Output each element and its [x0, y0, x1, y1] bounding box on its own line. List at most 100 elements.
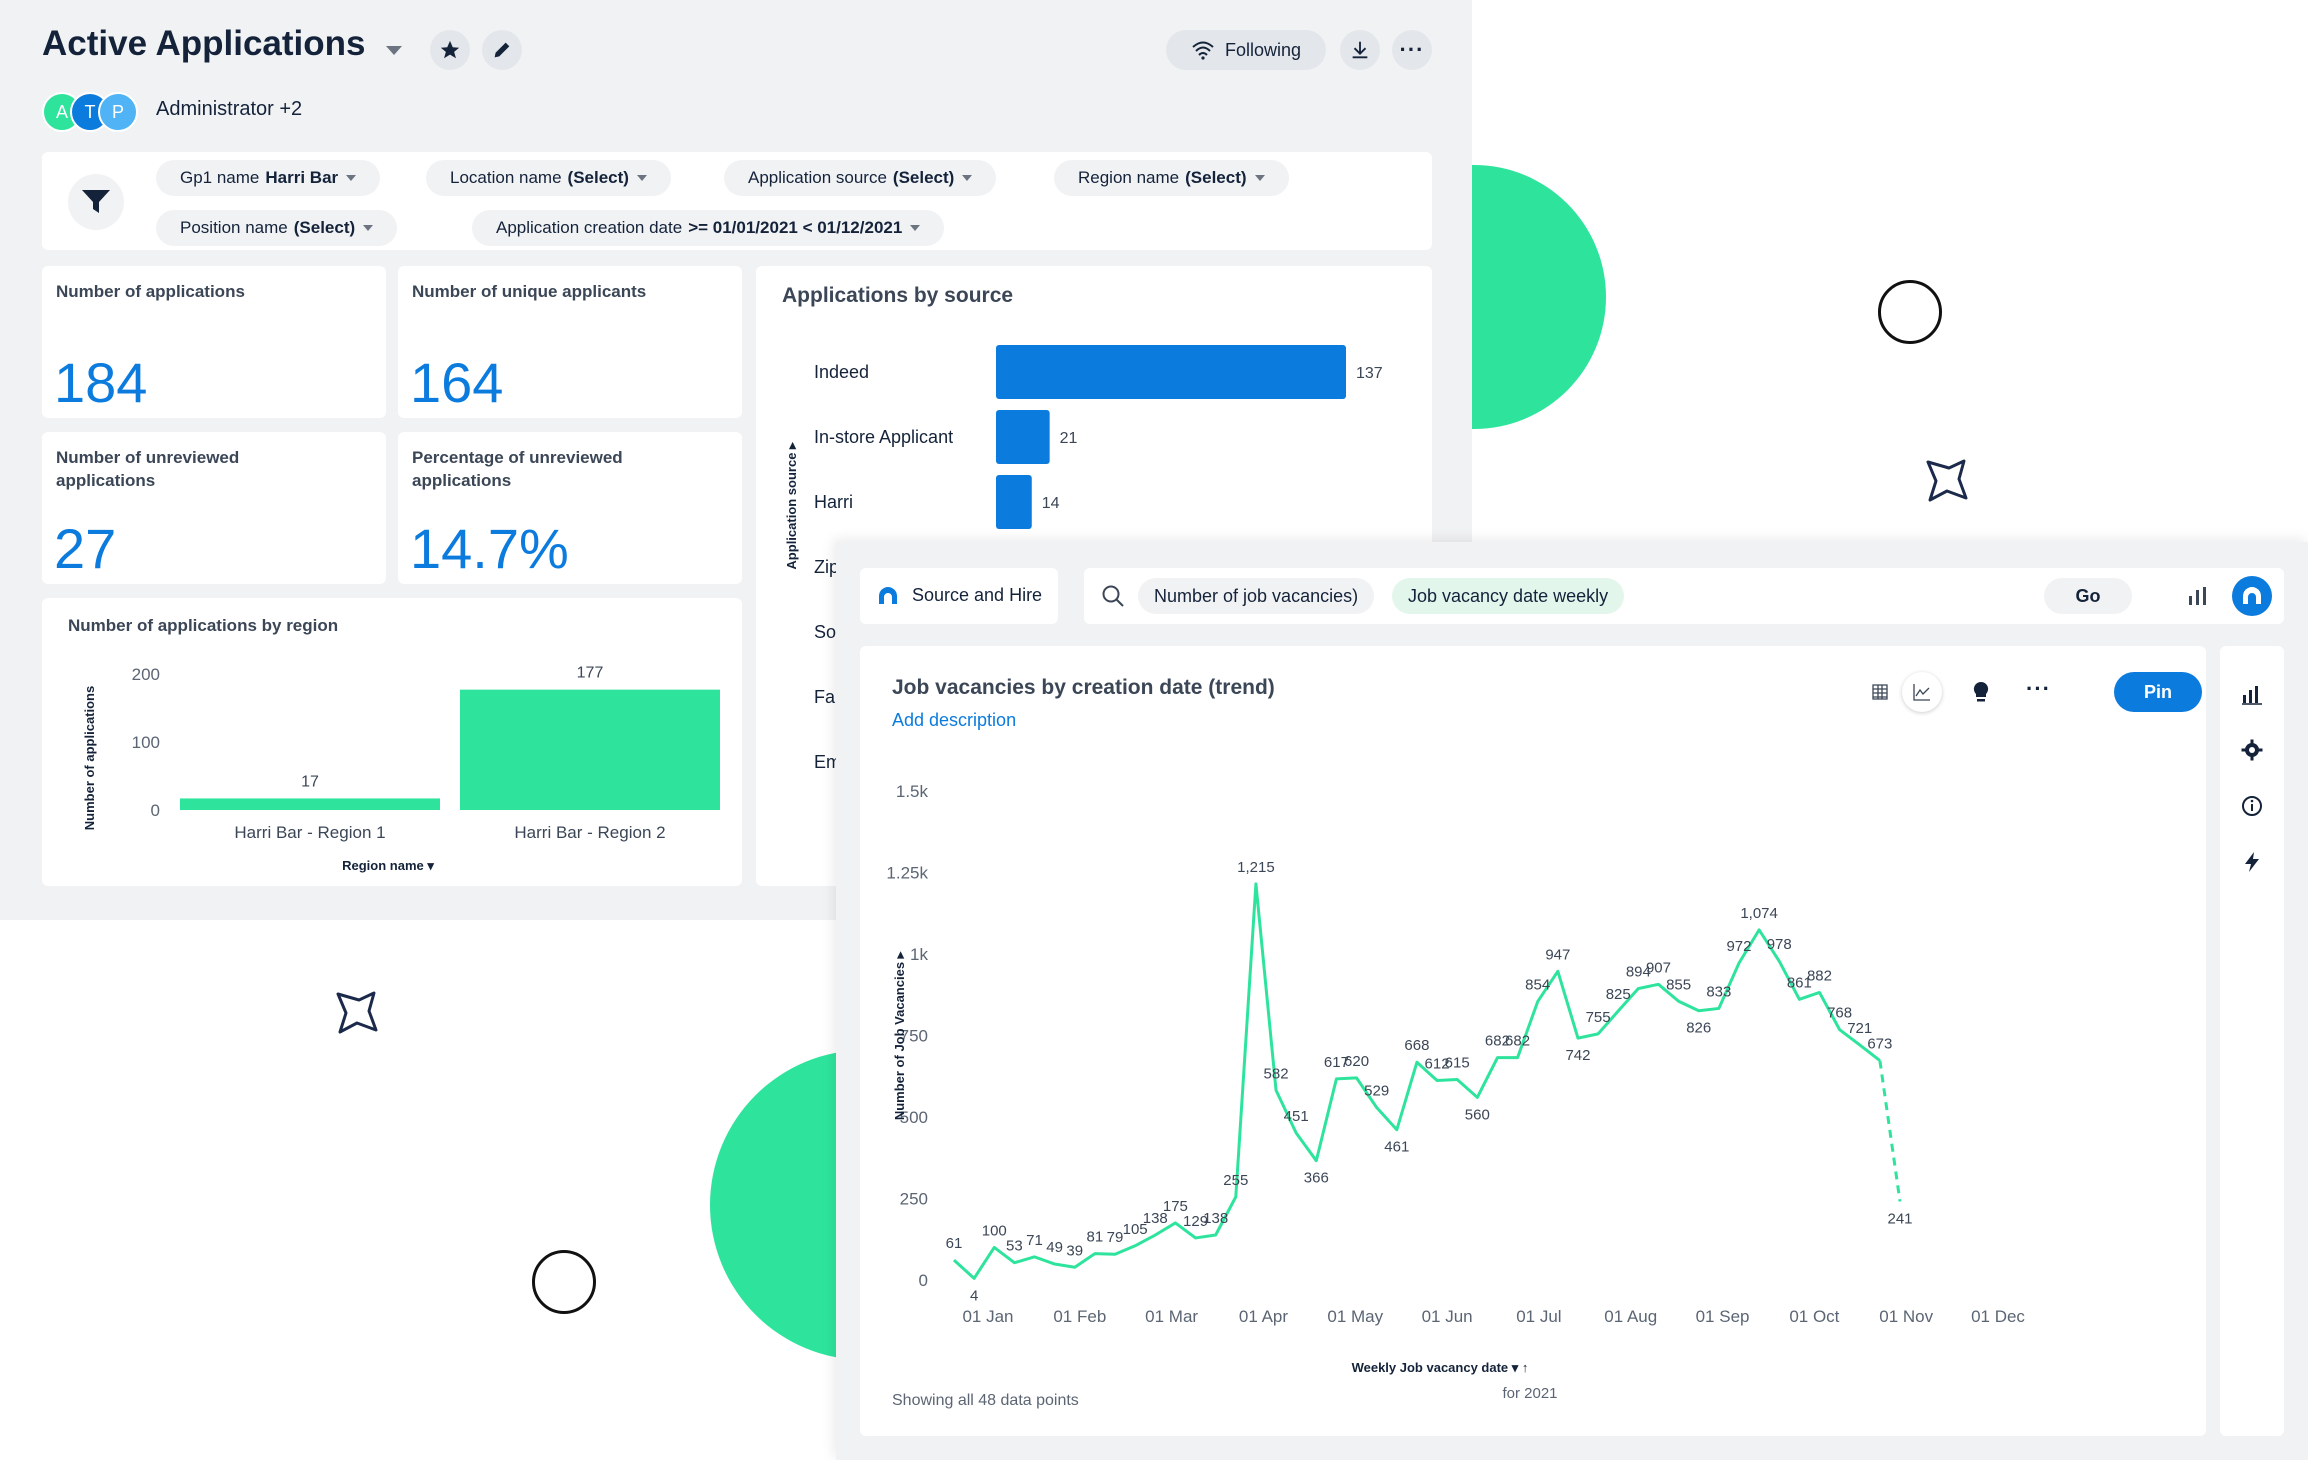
kpi-percentage-of-unreviewed-applications[interactable]: Percentage of unreviewed applications 14… [398, 432, 742, 584]
data-label: 861 [1787, 974, 1812, 991]
search-mode-button[interactable] [2232, 576, 2272, 616]
data-label: 620 [1344, 1053, 1369, 1070]
bar[interactable] [996, 410, 1050, 464]
kpi-number-of-unreviewed-applications[interactable]: Number of unreviewed applications 27 [42, 432, 386, 584]
filter-chip-gp1-name[interactable]: Gp1 name Harri Bar [156, 160, 381, 196]
view-mode-switcher [2166, 568, 2284, 624]
data-label: 175 [1163, 1198, 1188, 1215]
data-points-footer: Showing all 48 data points [892, 1392, 1079, 1409]
y-axis-label[interactable]: Number of Job Vacancies ▸ [892, 950, 907, 1120]
category-label: In-store Applicant [814, 427, 953, 447]
lightning-icon[interactable] [2240, 850, 2264, 874]
go-button[interactable]: Go [2044, 578, 2132, 614]
data-label: 582 [1264, 1065, 1289, 1082]
data-label: 682 [1485, 1033, 1510, 1050]
data-label: 177 [577, 665, 604, 682]
bar[interactable] [996, 475, 1032, 529]
x-tick-label: 01 Jul [1516, 1307, 1561, 1326]
y-tick-label: 0 [151, 801, 160, 820]
series-line-projected[interactable] [1878, 1060, 1902, 1202]
category-label: Em [814, 752, 841, 772]
chart-view-button[interactable] [1902, 672, 1942, 712]
side-rail [2220, 646, 2284, 1436]
y-axis-label[interactable]: Application source ▸ [784, 441, 799, 570]
search-analyzer-window: Source and Hire Number of job vacancies)… [836, 542, 2308, 1460]
data-label: 673 [1867, 1036, 1892, 1053]
y-tick-label: 750 [900, 1027, 928, 1046]
table-view-icon[interactable] [1870, 682, 1890, 702]
x-axis-label[interactable]: Region name ▾ [342, 858, 434, 873]
data-label: 53 [1006, 1238, 1023, 1255]
title-dropdown-icon[interactable] [386, 46, 402, 55]
filter-chip-application-source[interactable]: Application source (Select) [724, 160, 997, 196]
funnel-icon [82, 190, 110, 213]
data-label: 978 [1767, 936, 1792, 953]
data-source-selector[interactable]: Source and Hire [860, 568, 1058, 624]
data-label: 612 [1425, 1055, 1450, 1072]
data-label: 742 [1565, 1047, 1590, 1064]
data-label: 825 [1606, 986, 1631, 1003]
search-bar[interactable]: Number of job vacancies) Job vacancy dat… [1084, 568, 2184, 624]
data-label: 138 [1203, 1210, 1228, 1227]
owners-label[interactable]: Administrator +2 [156, 98, 303, 120]
pin-button[interactable]: Pin [2114, 672, 2202, 712]
data-label: 14 [1042, 495, 1060, 512]
y-tick-label: 250 [900, 1190, 928, 1209]
avatar[interactable]: P [98, 92, 138, 132]
x-axis-label[interactable]: Weekly Job vacancy date ▾ ↑ [1352, 1360, 1529, 1375]
data-label: 129 [1183, 1213, 1208, 1230]
region-chart-card[interactable]: Number of applications by region 0 100 200… [42, 598, 742, 886]
bar-chart-icon[interactable] [2186, 584, 2210, 608]
caret-down-icon [636, 175, 647, 181]
filter-chip-location-name[interactable]: Location name (Select) [426, 160, 671, 196]
data-label: 241 [1887, 1210, 1912, 1227]
filter-name: Gp1 name [180, 168, 260, 187]
edit-button[interactable] [482, 30, 522, 70]
filter-chip-position-name[interactable]: Position name (Select) [156, 210, 398, 246]
download-icon [1352, 41, 1368, 59]
search-token[interactable]: Number of job vacancies) [1138, 578, 1375, 614]
decorative-star-icon [336, 991, 378, 1034]
download-button[interactable] [1340, 30, 1380, 70]
x-tick-label: 01 Dec [1971, 1307, 2025, 1326]
series-line[interactable] [952, 882, 1881, 1280]
y-axis-label[interactable]: Number of applications [82, 686, 97, 830]
gear-icon[interactable] [2240, 738, 2264, 762]
x-tick-label: 01 Apr [1239, 1307, 1288, 1326]
favorite-star-button[interactable] [430, 30, 470, 70]
info-icon[interactable] [2240, 794, 2264, 818]
data-label: 138 [1143, 1210, 1168, 1227]
x-tick-label: 01 Feb [1053, 1307, 1106, 1326]
data-label: 833 [1706, 983, 1731, 1000]
kpi-number-of-applications[interactable]: Number of applications 184 [42, 266, 386, 418]
bar[interactable] [996, 345, 1346, 399]
more-options-button[interactable]: ··· [1392, 30, 1432, 70]
more-options-icon[interactable]: ··· [2026, 676, 2051, 701]
bar[interactable] [180, 798, 440, 810]
data-label: 255 [1223, 1172, 1248, 1189]
data-label: 105 [1123, 1221, 1148, 1238]
data-source-icon [879, 587, 897, 604]
y-tick-label: 1.5k [896, 782, 929, 801]
add-description-link[interactable]: Add description [892, 710, 1017, 730]
caret-down-icon [363, 225, 374, 231]
kpi-number-of-unique-applicants[interactable]: Number of unique applicants 164 [398, 266, 742, 418]
lightbulb-icon[interactable] [1970, 680, 1992, 704]
chart-config-icon[interactable] [2240, 682, 2264, 706]
y-tick-label: 1k [910, 945, 928, 964]
filter-chip-application-creation-date[interactable]: Application creation date >= 01/01/2021 <… [472, 210, 945, 246]
star-icon [440, 40, 460, 59]
bar[interactable] [460, 689, 720, 810]
filter-chip-region-name[interactable]: Region name (Select) [1054, 160, 1289, 196]
x-tick-label: Harri Bar - Region 1 [234, 823, 385, 842]
following-button[interactable]: Following [1166, 30, 1326, 70]
decorative-ring [1878, 280, 1942, 344]
filter-button[interactable] [68, 174, 124, 230]
data-label: 560 [1465, 1106, 1490, 1123]
x-tick-label: 01 Jun [1422, 1307, 1473, 1326]
data-label: 366 [1304, 1170, 1329, 1187]
data-label: 755 [1586, 1009, 1611, 1026]
data-source-icon [2243, 587, 2261, 604]
data-label: 894 [1626, 964, 1651, 981]
search-token[interactable]: Job vacancy date weekly [1392, 578, 1625, 614]
